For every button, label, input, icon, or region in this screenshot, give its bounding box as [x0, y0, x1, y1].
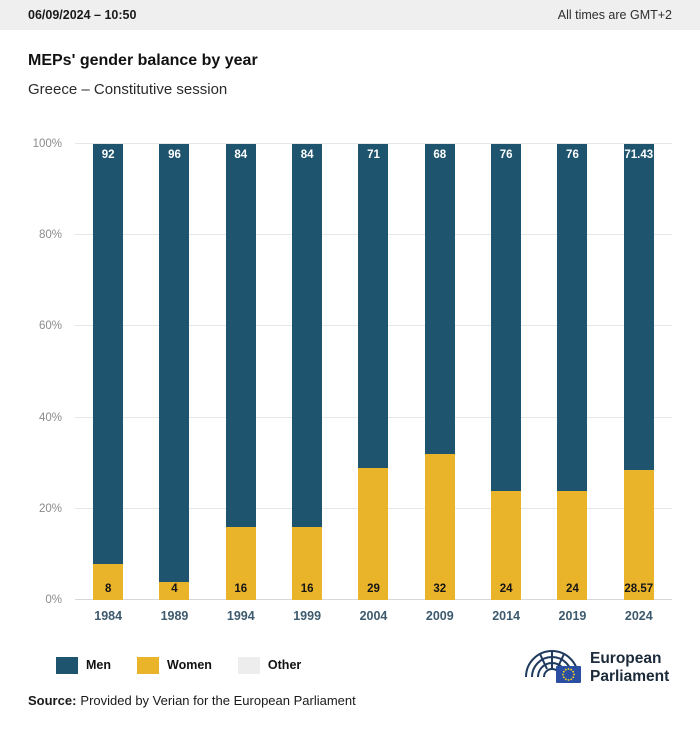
- x-tick-label: 1999: [293, 609, 322, 623]
- y-tick-label: 60%: [38, 320, 62, 333]
- x-tick-label: 2024: [624, 609, 653, 623]
- bar-column: 71 29: [340, 144, 406, 600]
- legend: Men Women Other: [56, 656, 302, 674]
- bar-segment-women[interactable]: [557, 490, 588, 600]
- stacked-bar-1984[interactable]: 92 8: [93, 144, 124, 600]
- x-tick-label: 1989: [160, 609, 189, 623]
- bar-segment-women[interactable]: [623, 469, 654, 600]
- stacked-bar-1989[interactable]: 96 4: [159, 144, 190, 600]
- y-tick-label: 0%: [45, 594, 62, 606]
- title-block: MEPs' gender balance by year Greece – Co…: [0, 30, 700, 98]
- bar-segment-women[interactable]: [358, 467, 389, 600]
- legend-item-other[interactable]: Other: [237, 656, 302, 674]
- stacked-bar-2009[interactable]: 68 32: [424, 144, 455, 600]
- bar-segment-men[interactable]: [358, 144, 389, 468]
- bottom-row: Men Women Other: [0, 639, 700, 691]
- bar-column: 84 16: [208, 144, 274, 600]
- women-value-label: 24: [566, 583, 579, 595]
- eu-flag-icon: [556, 666, 581, 683]
- stacked-bar-2019[interactable]: 76 24: [557, 144, 588, 600]
- x-tick-label: 1994: [226, 609, 255, 623]
- stacked-bar-2014[interactable]: 76 24: [491, 144, 522, 600]
- men-value-label: 71.43: [624, 149, 654, 161]
- bar-segment-women[interactable]: [491, 490, 522, 600]
- x-tick-label: 2009: [425, 609, 454, 623]
- bar-column: 92 8: [75, 144, 141, 600]
- y-tick-label: 80%: [38, 229, 62, 242]
- legend-label-other: Other: [267, 658, 302, 672]
- stacked-bar-2004[interactable]: 71 29: [358, 144, 389, 600]
- stacked-bar-1994[interactable]: 84 16: [225, 144, 256, 600]
- women-value-label: 32: [433, 583, 447, 595]
- gender-balance-chart: 0% 20% 40% 60% 80% 100% 92 8 96 4 84 16 84 16 71 29 68 3…: [28, 138, 672, 623]
- bar-segment-men[interactable]: [424, 144, 455, 455]
- x-tick-label: 2019: [558, 609, 587, 623]
- bar-segment-men[interactable]: [557, 144, 588, 491]
- women-color-swatch: [137, 656, 159, 674]
- header-bar: 06/09/2024 – 10:50 All times are GMT+2: [0, 0, 700, 30]
- men-value-label: 71: [367, 149, 380, 161]
- bar-column: 76 24: [473, 144, 539, 600]
- x-tick-label: 1984: [94, 609, 123, 623]
- y-tick-label: 40%: [38, 411, 62, 424]
- plot-wrap: 0% 20% 40% 60% 80% 100% 92 8 96 4 84 16 84 16 71 29 68 3…: [33, 138, 672, 606]
- women-value-label: 24: [499, 583, 513, 595]
- bar-segment-women[interactable]: [424, 454, 455, 600]
- timezone-note: All times are GMT+2: [557, 8, 672, 22]
- men-value-label: 96: [168, 149, 181, 161]
- source-line: Source: Provided by Verian for the Europe…: [0, 691, 700, 708]
- legend-item-men[interactable]: Men: [56, 656, 111, 674]
- y-axis: 0% 20% 40% 60% 80% 100%: [28, 138, 68, 606]
- women-value-label: 28.57: [624, 583, 654, 595]
- men-value-label: 68: [433, 149, 447, 161]
- stacked-bar-2024[interactable]: 71.43 28.57: [623, 144, 654, 600]
- header-datetime: 06/09/2024 – 10:50: [28, 8, 137, 22]
- bar-column: 96 4: [141, 144, 207, 600]
- women-value-label: 16: [300, 583, 314, 595]
- gridline: [75, 143, 672, 144]
- source-label: Source:: [28, 693, 77, 708]
- bars: 92 8 96 4 84 16 84 16 71 29 68 32 76 24 76 24 71.43 28.57: [75, 144, 672, 600]
- source-text: Provided by Verian for the European Parl…: [80, 693, 356, 708]
- y-tick-label: 100%: [32, 138, 62, 150]
- legend-label-women: Women: [167, 658, 212, 672]
- men-value-label: 84: [300, 149, 314, 161]
- x-tick-label: 2014: [492, 609, 521, 623]
- bar-segment-men[interactable]: [225, 144, 256, 528]
- bar-segment-women[interactable]: [292, 527, 323, 600]
- bar-column: 84 16: [274, 144, 340, 600]
- page-title: MEPs' gender balance by year: [28, 52, 258, 69]
- men-value-label: 76: [499, 149, 513, 161]
- men-value-label: 92: [101, 149, 115, 161]
- logo-text-line2: Parliament: [590, 668, 669, 685]
- x-labels: 1984 1989 1994 1999 2004 2009 2014 2019 2024: [75, 609, 672, 623]
- bar-segment-men[interactable]: [292, 144, 323, 528]
- bar-segment-men[interactable]: [491, 144, 522, 491]
- x-tick-label: 2004: [359, 609, 388, 623]
- bar-segment-women[interactable]: [93, 563, 124, 600]
- bar-segment-men[interactable]: [623, 144, 654, 470]
- women-value-label: 16: [234, 583, 248, 595]
- women-value-label: 4: [171, 583, 178, 595]
- european-parliament-logo[interactable]: European Parliament: [520, 641, 672, 689]
- bar-segment-men[interactable]: [93, 144, 124, 564]
- logo-text-line1: European: [590, 650, 661, 667]
- men-value-label: 76: [566, 149, 579, 161]
- bar-column: 76 24: [539, 144, 605, 600]
- bar-segment-women[interactable]: [225, 527, 256, 600]
- legend-label-men: Men: [86, 658, 111, 672]
- other-color-swatch: [237, 656, 260, 674]
- bar-column: 71.43 28.57: [606, 144, 672, 600]
- page-subtitle: Greece – Constitutive session: [28, 81, 228, 98]
- bar-column: 68 32: [407, 144, 473, 600]
- bar-segment-men[interactable]: [159, 144, 190, 582]
- women-value-label: 29: [367, 583, 380, 595]
- men-value-label: 84: [234, 149, 248, 161]
- y-tick-label: 20%: [38, 502, 62, 515]
- stacked-bar-1999[interactable]: 84 16: [292, 144, 323, 600]
- bar-segment-women[interactable]: [159, 581, 190, 600]
- men-color-swatch: [56, 656, 78, 674]
- legend-item-women[interactable]: Women: [137, 656, 212, 674]
- women-value-label: 8: [104, 583, 112, 595]
